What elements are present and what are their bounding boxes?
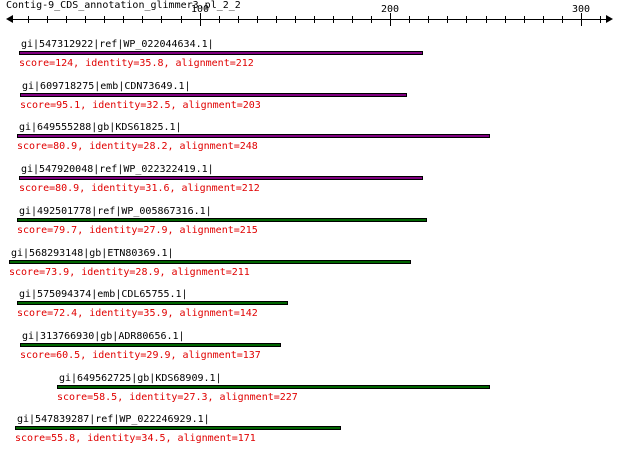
hit-score-text: score=72.4, identity=35.9, alignment=142 [17,308,258,319]
hit-score-text: score=80.9, identity=28.2, alignment=248 [17,141,258,152]
hit-alignment-bar[interactable] [19,176,423,180]
hit-row[interactable]: gi|568293148|gb|ETN80369.1| score=73.9, i… [0,248,620,282]
hit-row[interactable]: gi|649555288|gb|KDS61825.1| score=80.9, i… [0,122,620,156]
ruler-minor-tick [466,16,467,23]
ruler-minor-tick [371,16,372,23]
ruler-minor-tick [257,16,258,23]
ruler-minor-tick [505,16,506,23]
hit-accession[interactable]: gi|547839287|ref|WP_022246929.1| [17,414,210,425]
hit-score-text: score=55.8, identity=34.5, alignment=171 [15,433,256,444]
hit-score-text: score=79.7, identity=27.9, alignment=215 [17,225,258,236]
hit-alignment-bar[interactable] [15,426,341,430]
ruler-minor-tick [123,16,124,23]
ruler-minor-tick [352,16,353,23]
ruler-minor-tick [314,16,315,23]
ruler-minor-tick [28,16,29,23]
hit-score-text: score=58.5, identity=27.3, alignment=227 [57,392,298,403]
ruler-major-tick [390,13,391,26]
hit-alignment-bar[interactable] [20,343,281,347]
hit-row[interactable]: gi|313766930|gb|ADR80656.1| score=60.5, i… [0,331,620,365]
ruler-minor-tick [486,16,487,23]
hit-score-text: score=124, identity=35.8, alignment=212 [19,58,254,69]
hit-score-text: score=60.5, identity=29.9, alignment=137 [20,350,261,361]
ruler-minor-tick [276,16,277,23]
ruler-minor-tick [104,16,105,23]
ruler-minor-tick [333,16,334,23]
map-title: Contig-9_CDS_annotation_glimmer3.pl_2_2 [6,0,241,11]
ruler-minor-tick [562,16,563,23]
ruler-minor-tick [219,16,220,23]
ruler-minor-tick [409,16,410,23]
ruler-minor-tick [161,16,162,23]
hit-accession[interactable]: gi|575094374|emb|CDL65755.1| [19,289,188,300]
ruler-minor-tick [66,16,67,23]
hit-accession[interactable]: gi|313766930|gb|ADR80656.1| [22,331,185,342]
hit-score-text: score=80.9, identity=31.6, alignment=212 [19,183,260,194]
ruler-minor-tick [447,16,448,23]
hit-alignment-bar[interactable] [57,385,490,389]
ruler-tick-label: 200 [381,4,400,15]
hit-row[interactable]: gi|492501778|ref|WP_005867316.1| score=79… [0,206,620,240]
ruler-minor-tick [428,16,429,23]
ruler-minor-tick [85,16,86,23]
hit-accession[interactable]: gi|492501778|ref|WP_005867316.1| [19,206,212,217]
hit-row[interactable]: gi|547920048|ref|WP_022322419.1| score=80… [0,164,620,198]
hit-row[interactable]: gi|547839287|ref|WP_022246929.1| score=55… [0,414,620,448]
hit-score-text: score=73.9, identity=28.9, alignment=211 [9,267,250,278]
ruler-tick-label: 300 [572,4,591,15]
hit-accession[interactable]: gi|609718275|emb|CDN73649.1| [22,81,191,92]
hit-score-text: score=95.1, identity=32.5, alignment=203 [20,100,261,111]
hit-accession[interactable]: gi|649555288|gb|KDS61825.1| [19,122,182,133]
ruler-major-tick [200,13,201,26]
hit-row[interactable]: gi|547312922|ref|WP_022044634.1| score=12… [0,39,620,73]
ruler-left-arrow [6,15,13,23]
hit-alignment-bar[interactable] [20,93,407,97]
ruler-minor-tick [181,16,182,23]
ruler-minor-tick [238,16,239,23]
hit-row[interactable]: gi|649562725|gb|KDS68909.1| score=58.5, i… [0,373,620,407]
hit-accession[interactable]: gi|568293148|gb|ETN80369.1| [11,248,174,259]
hit-accession[interactable]: gi|547920048|ref|WP_022322419.1| [21,164,214,175]
hit-alignment-bar[interactable] [17,134,490,138]
ruler-right-arrow [606,15,613,23]
hit-alignment-bar[interactable] [17,218,427,222]
hit-alignment-bar[interactable] [17,301,288,305]
hit-accession[interactable]: gi|649562725|gb|KDS68909.1| [59,373,222,384]
ruler-axis [9,19,611,20]
ruler-minor-tick [543,16,544,23]
hit-row[interactable]: gi|575094374|emb|CDL65755.1| score=72.4, … [0,289,620,323]
ruler-minor-tick [295,16,296,23]
ruler-minor-tick [142,16,143,23]
hit-alignment-bar[interactable] [19,51,423,55]
ruler-tick-label: 100 [191,4,210,15]
ruler-minor-tick [600,16,601,23]
hit-alignment-bar[interactable] [9,260,411,264]
ruler-minor-tick [524,16,525,23]
hit-row[interactable]: gi|609718275|emb|CDN73649.1| score=95.1, … [0,81,620,115]
ruler-major-tick [581,13,582,26]
hit-accession[interactable]: gi|547312922|ref|WP_022044634.1| [21,39,214,50]
ruler-minor-tick [47,16,48,23]
